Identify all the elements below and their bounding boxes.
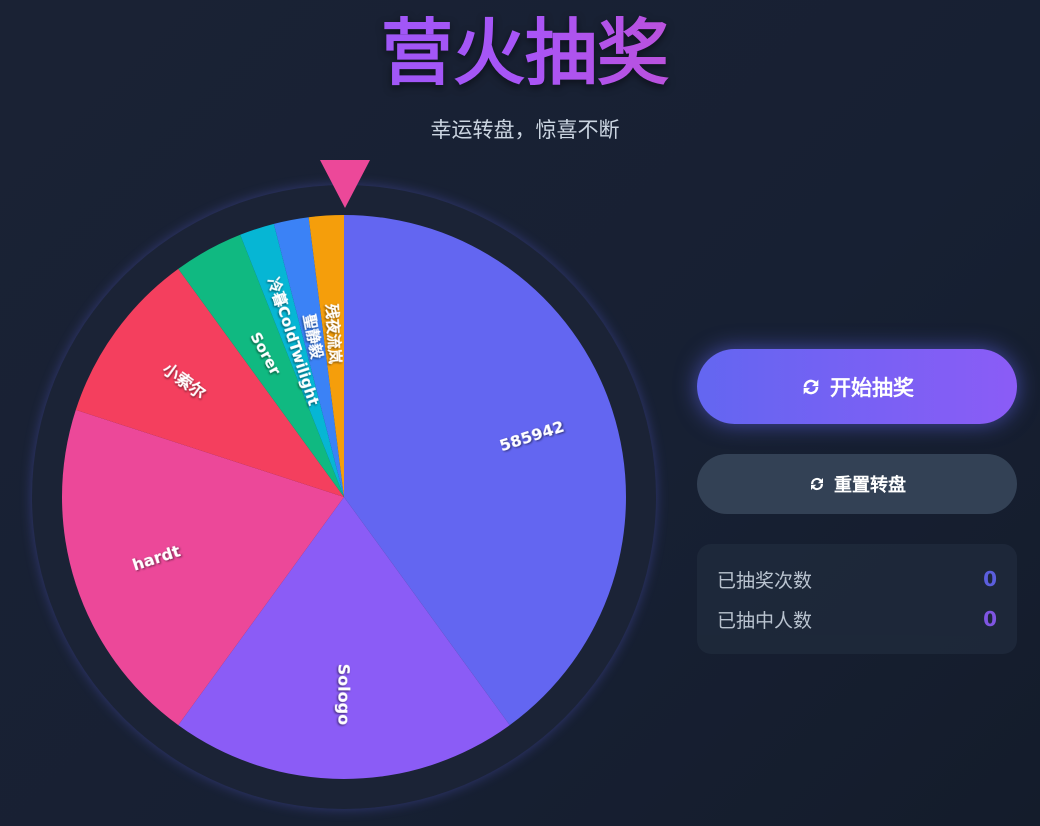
stats-panel: 已抽奖次数 0 已抽中人数 0 [697, 544, 1017, 654]
wheel-slice [75, 268, 344, 497]
sync-icon [803, 379, 819, 394]
reset-wheel-button[interactable]: 重置转盘 [697, 454, 1017, 514]
wheel-slice [178, 234, 344, 497]
stat-value: 0 [983, 607, 997, 631]
wheel-slice [344, 215, 626, 726]
wheel-slice [62, 409, 345, 726]
start-draw-button[interactable]: 开始抽奖 [697, 349, 1017, 424]
stat-winner-count: 已抽中人数 0 [697, 599, 1017, 639]
start-draw-label: 开始抽奖 [830, 375, 914, 400]
stat-label: 已抽中人数 [717, 609, 813, 632]
wheel-pointer [320, 160, 370, 208]
prize-wheel[interactable]: 585942Sologohardt小索尔Sorer冷暮ColdTwilight聖… [0, 150, 700, 826]
stat-label: 已抽奖次数 [717, 569, 813, 592]
wheel-slice [178, 497, 510, 779]
page-subtitle: 幸运转盘，惊喜不断 [430, 118, 620, 142]
wheel-slice [273, 217, 344, 498]
slice-label: 残夜流岚 [323, 303, 345, 364]
reset-wheel-label: 重置转盘 [834, 475, 906, 496]
page-title: 营火抽奖 [0, 8, 1040, 98]
slice-label: Sologo [335, 664, 354, 725]
stat-value: 0 [983, 567, 997, 591]
wheel-slice [308, 215, 344, 497]
stat-draw-count: 已抽奖次数 0 [697, 559, 1017, 599]
wheel-slice [240, 223, 344, 497]
refresh-icon [811, 478, 823, 490]
